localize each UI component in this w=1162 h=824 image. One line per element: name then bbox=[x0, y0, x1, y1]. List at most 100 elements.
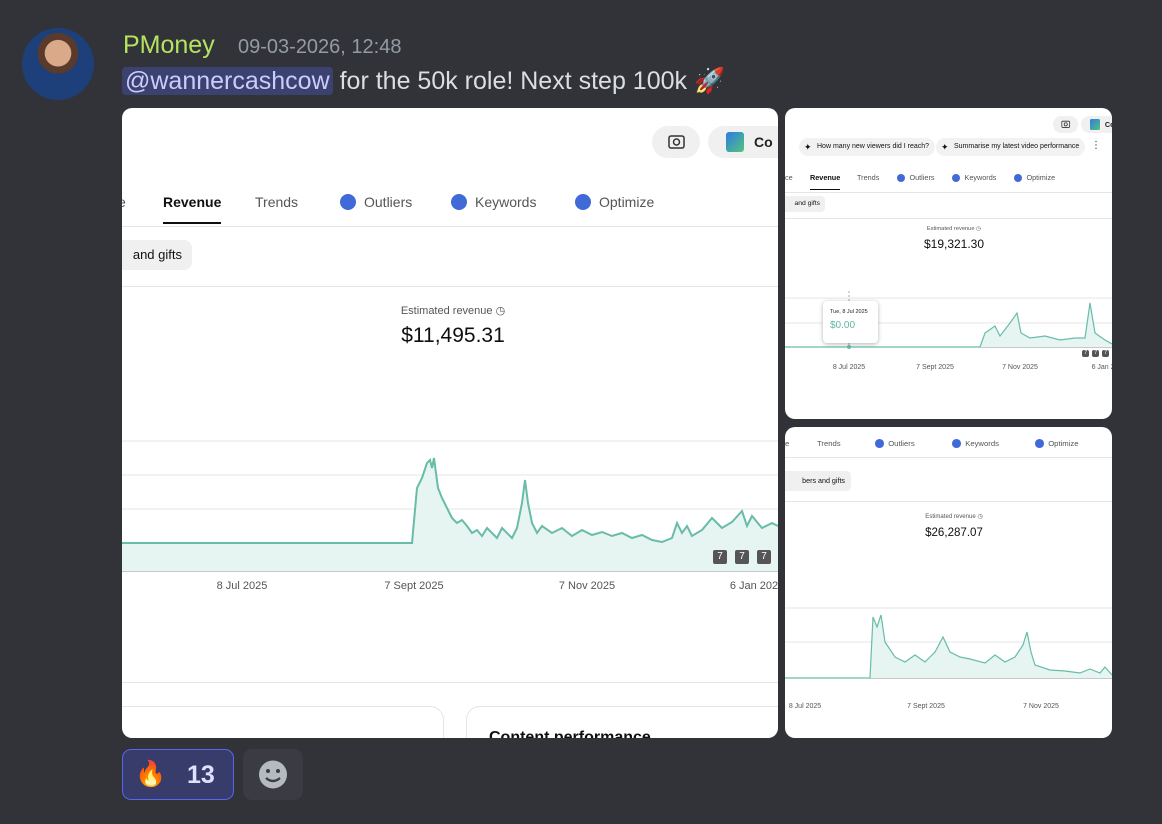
x-label: 6 Jan 202 bbox=[729, 580, 778, 592]
tab[interactable]: Revenue bbox=[163, 190, 222, 224]
timestamp: 09-03-2026, 12:48 bbox=[238, 36, 402, 58]
more-menu[interactable]: ⋮ bbox=[1091, 140, 1101, 151]
camera-button[interactable] bbox=[1053, 116, 1078, 133]
author-name[interactable]: PMoney bbox=[123, 31, 215, 59]
add-reaction[interactable] bbox=[243, 749, 303, 800]
tab-icon bbox=[1014, 174, 1023, 183]
area-fill bbox=[122, 458, 778, 571]
divider bbox=[785, 501, 1112, 502]
tab[interactable]: Keywords bbox=[952, 172, 996, 184]
tab-icon bbox=[1035, 439, 1044, 448]
prompt-chip[interactable]: How many new viewers did I reach? ✦ bbox=[799, 138, 936, 156]
tab[interactable]: Outliers bbox=[875, 437, 915, 450]
tooltip: Tue, 8 Jul 2025 $0.00 bbox=[823, 301, 878, 343]
sparkle-icon: ✦ bbox=[941, 142, 949, 152]
tab-icon bbox=[952, 439, 961, 448]
tab[interactable]: Optimize bbox=[1014, 172, 1055, 184]
camera-icon bbox=[1061, 120, 1071, 128]
x-label: 7 Sept 2025 bbox=[907, 703, 945, 710]
metric-label: Estimated revenue ◷ bbox=[925, 514, 983, 520]
button-label: Co bbox=[1104, 120, 1112, 130]
reaction-emoji: 🔥 bbox=[135, 760, 167, 788]
message-emoji: 🚀 bbox=[693, 67, 726, 95]
tab[interactable]: Optimize bbox=[1035, 437, 1079, 450]
x-label: 8 Jul 2025 bbox=[216, 580, 268, 592]
hover-dot bbox=[847, 345, 851, 349]
tab-icon bbox=[897, 174, 906, 183]
tab-icon bbox=[952, 174, 961, 183]
divider bbox=[785, 218, 1112, 219]
screenshot[interactable]: e Trends Outliers Keywords Optimize bers and … bbox=[785, 427, 1112, 738]
annotation-badge[interactable]: 7 bbox=[757, 550, 771, 564]
tab[interactable]: e bbox=[785, 439, 790, 448]
tab[interactable]: Trends bbox=[817, 439, 841, 448]
metric-label: Estimated revenue ◷ bbox=[926, 226, 982, 232]
screenshot[interactable]: Co e Revenue Trends Outliers Keywords Optimize… bbox=[122, 108, 778, 738]
tab-icon bbox=[451, 194, 467, 210]
tab[interactable]: Revenue bbox=[810, 172, 841, 190]
x-label: 8 Jul 2025 bbox=[832, 364, 866, 371]
divider bbox=[122, 682, 778, 683]
tab-underline bbox=[810, 188, 841, 190]
annotation-badge[interactable]: 7 bbox=[1092, 350, 1100, 358]
card-title: Content performance bbox=[489, 729, 651, 738]
filter-chip[interactable]: and gifts bbox=[785, 196, 826, 212]
annotation-badge[interactable]: 7 bbox=[1102, 350, 1110, 358]
smiley-icon bbox=[259, 760, 287, 789]
sparkle-icon: ✦ bbox=[804, 142, 812, 152]
tab-underline bbox=[163, 222, 222, 224]
extension-button[interactable]: Co bbox=[1081, 116, 1112, 133]
tab[interactable]: Outliers bbox=[897, 172, 935, 184]
metric-value: $19,321.30 bbox=[923, 237, 985, 251]
camera-button[interactable] bbox=[652, 126, 700, 158]
message-line: @wannercashcow for the 50k role! Next st… bbox=[122, 67, 725, 96]
tab[interactable]: Trends bbox=[857, 173, 880, 182]
x-label: 7 Nov 2025 bbox=[1002, 364, 1038, 371]
message-text: for the 50k role! Next step 100k bbox=[339, 67, 688, 95]
divider bbox=[785, 457, 1112, 458]
tab-icon bbox=[575, 194, 591, 210]
metric-label: Estimated revenue ◷ bbox=[400, 305, 506, 317]
avatar[interactable] bbox=[22, 28, 94, 100]
tab[interactable]: Trends bbox=[255, 194, 299, 210]
card bbox=[122, 706, 444, 738]
filter-chip[interactable]: bers and gifts bbox=[785, 471, 851, 491]
revenue-line bbox=[122, 457, 778, 544]
annotation-badge[interactable]: 7 bbox=[1082, 350, 1090, 358]
filter-chip[interactable]: and gifts bbox=[122, 240, 192, 270]
divider bbox=[122, 286, 778, 287]
tab-icon bbox=[340, 194, 356, 210]
reaction-count: 13 bbox=[187, 761, 215, 789]
extension-button[interactable]: Co bbox=[708, 126, 778, 158]
x-label: 8 Jul 2025 bbox=[788, 703, 822, 710]
tooltip-value: $0.00 bbox=[830, 320, 856, 331]
divider bbox=[785, 192, 1112, 193]
metric-value: $26,287.07 bbox=[925, 527, 983, 539]
extension-logo bbox=[1090, 119, 1100, 130]
tab[interactable]: Outliers bbox=[340, 190, 412, 214]
x-label: 7 Nov 2025 bbox=[1023, 703, 1059, 710]
tab-icon bbox=[875, 439, 884, 448]
tab[interactable]: Optimize bbox=[575, 190, 654, 214]
divider bbox=[122, 226, 778, 227]
screenshot[interactable]: Co How many new viewers did I reach?✦Summ… bbox=[785, 108, 1112, 419]
tab[interactable]: Keywords bbox=[451, 190, 536, 214]
extension-logo bbox=[726, 132, 744, 152]
tab[interactable]: e bbox=[122, 190, 126, 214]
x-label: 7 Sept 2025 bbox=[916, 364, 954, 371]
camera-icon bbox=[668, 135, 685, 149]
reaction[interactable]: 🔥 13 bbox=[122, 749, 234, 800]
prompt-chip[interactable]: Summarise my latest video performance ✦ bbox=[936, 138, 1086, 156]
annotation-badge[interactable]: 7 bbox=[713, 550, 727, 564]
button-label: Co bbox=[754, 134, 773, 150]
x-label: 7 Nov 2025 bbox=[558, 580, 616, 592]
area-fill bbox=[785, 615, 1112, 678]
x-label: 6 Jan 20 bbox=[1091, 364, 1112, 371]
tab[interactable]: ce bbox=[785, 173, 793, 182]
tab[interactable]: Keywords bbox=[952, 437, 999, 450]
mention[interactable]: @wannercashcow bbox=[122, 67, 333, 95]
tooltip-date: Tue, 8 Jul 2025 bbox=[830, 309, 868, 315]
annotation-badge[interactable]: 7 bbox=[735, 550, 749, 564]
x-label: 7 Sept 2025 bbox=[384, 580, 444, 592]
